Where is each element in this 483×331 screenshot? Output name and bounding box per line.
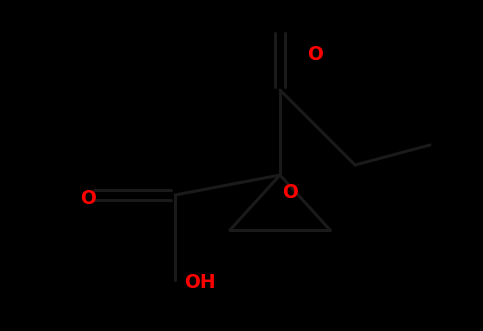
Text: OH: OH [184, 273, 216, 293]
Text: O: O [307, 45, 323, 65]
Text: O: O [282, 182, 298, 202]
Text: O: O [80, 188, 96, 208]
